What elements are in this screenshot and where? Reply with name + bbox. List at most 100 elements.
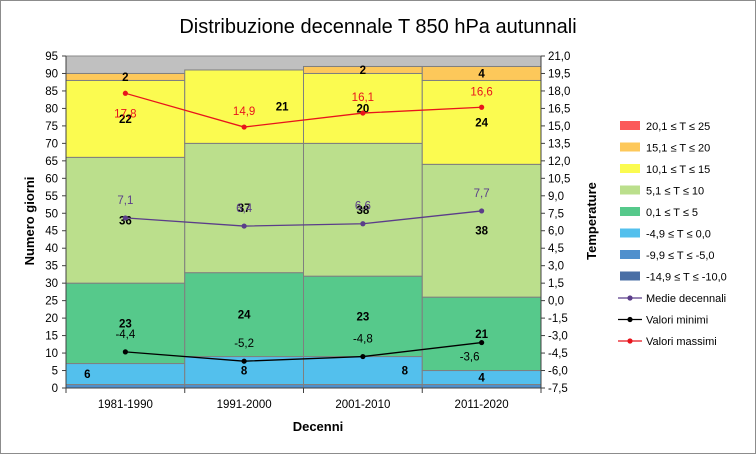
- series-data-label: 17,8: [114, 108, 136, 120]
- series-data-label: 6,4: [236, 203, 253, 215]
- y-tick-label: 70: [45, 138, 58, 150]
- legend-label: 0,1 ≤ T ≤ 5: [646, 207, 698, 219]
- y-tick-label: 75: [45, 121, 58, 133]
- bar-segment: [184, 142, 304, 274]
- series-point: [241, 124, 247, 130]
- y-tick-label: 30: [45, 278, 58, 290]
- legend-label: Valori massimi: [646, 336, 717, 348]
- bar-segment-label: 23: [119, 318, 132, 330]
- series-point: [241, 223, 247, 229]
- y2-axis-title: Temperature: [584, 182, 599, 260]
- bar-segment: [421, 79, 542, 165]
- bar-segment: [184, 272, 304, 358]
- x-tick-label: 2001-2010: [335, 399, 390, 411]
- x-tick-label: 1981-1990: [98, 399, 153, 411]
- series-point: [479, 208, 485, 214]
- y-tick-label: 80: [45, 103, 58, 115]
- series-line: [125, 341, 482, 362]
- y2-tick-label: 1,5: [548, 278, 564, 290]
- y-tick-label: 55: [45, 191, 58, 203]
- bar-segment-label: 23: [356, 311, 369, 323]
- series-data-label: 7,1: [117, 195, 133, 207]
- plot-layer: 0 5 10 15 20 25 30 35 40 45 50 55 60 65 70 75 80 85 90 95 -7…: [45, 51, 570, 411]
- bar-segment: [303, 356, 423, 386]
- series-line: [125, 92, 482, 128]
- series-data-label: 7,7: [474, 188, 490, 200]
- bar-segment-label: 24: [238, 310, 251, 322]
- bar-segment-label: 21: [475, 329, 488, 341]
- y-tick-label: 25: [45, 296, 58, 308]
- series-data-label: 14,9: [233, 106, 255, 118]
- bar-segment-label: 4: [478, 373, 485, 385]
- y-tick-label: 20: [45, 313, 58, 325]
- y2-tick-label: 3,0: [548, 261, 564, 273]
- series-point: [122, 90, 128, 96]
- legend-label: -14,9 ≤ T ≤ -10,0: [646, 272, 727, 284]
- bar-segment-label: 4: [478, 68, 485, 80]
- y-tick-label: 60: [45, 173, 58, 185]
- series-data-label: -4,8: [353, 334, 373, 346]
- y2-tick-label: 4,5: [548, 243, 564, 255]
- y-tick-label: 90: [45, 68, 58, 80]
- series-point: [479, 104, 485, 110]
- series-line: [125, 210, 482, 227]
- bar-segment-label: 38: [356, 205, 369, 217]
- y2-tick-label: 21,0: [548, 51, 570, 63]
- bar-segment-label: 24: [475, 117, 488, 129]
- legend-swatch: [620, 250, 640, 259]
- y2-tick-label: 7,5: [548, 208, 564, 220]
- y2-tick-label: 12,0: [548, 156, 570, 168]
- y-tick-label: 95: [45, 51, 58, 63]
- y-tick-label: 65: [45, 156, 58, 168]
- y-tick-label: 45: [45, 226, 58, 238]
- y2-tick-label: 16,5: [548, 103, 570, 115]
- bar-segment-label: 38: [475, 226, 488, 238]
- y2-tick-label: -3,0: [548, 331, 568, 343]
- legend-swatch: [620, 142, 640, 152]
- bar-segment: [184, 384, 304, 389]
- y-tick-label: 0: [52, 383, 58, 395]
- bar-segment-label: 6: [84, 369, 90, 381]
- series-point: [122, 349, 128, 355]
- bar-segment-label: 2: [122, 72, 128, 84]
- y-tick-label: 50: [45, 208, 58, 220]
- legend-label: -4,9 ≤ T ≤ 0,0: [646, 229, 711, 241]
- x-tick-label: 2011-2020: [455, 399, 509, 411]
- y2-tick-label: 19,5: [548, 68, 570, 80]
- y2-tick-label: -6,0: [548, 366, 568, 378]
- series-point: [241, 358, 247, 364]
- y2-tick-label: 6,0: [548, 226, 564, 238]
- y2-tick-label: 15,0: [548, 121, 570, 133]
- y2-tick-label: 10,5: [548, 173, 570, 185]
- series-point: [360, 110, 366, 116]
- bar-segment: [184, 69, 304, 144]
- y-tick-label: 10: [45, 348, 58, 360]
- legend-label: 20,1 ≤ T ≤ 25: [646, 121, 710, 133]
- series-data-label: 6,6: [355, 201, 371, 213]
- chart-title: Distribuzione decennale T 850 hPa autunn…: [179, 16, 576, 38]
- y2-tick-label: -7,5: [548, 383, 568, 395]
- bar-segment-label: 8: [402, 366, 409, 378]
- bar-segment-label: 22: [119, 114, 132, 126]
- y2-tick-label: 18,0: [548, 86, 570, 98]
- legend-label: Medie decennali: [646, 293, 726, 305]
- x-tick-label: 1991-2000: [217, 399, 272, 411]
- y-tick-label: 85: [45, 86, 58, 98]
- series-point: [479, 339, 485, 346]
- series-data-label: -4,4: [115, 329, 135, 341]
- legend-label: 10,1 ≤ T ≤ 15: [646, 164, 710, 176]
- y2-tick-label: -1,5: [548, 313, 568, 325]
- legend-label: 15,1 ≤ T ≤ 20: [646, 143, 710, 155]
- y2-tick-label: 13,5: [548, 138, 570, 150]
- legend-marker: [627, 316, 633, 323]
- x-axis-title: Decenni: [293, 419, 344, 434]
- series-point: [122, 215, 128, 221]
- bar-segment-label: 37: [238, 203, 251, 215]
- legend-label: 5,1 ≤ T ≤ 10: [646, 186, 704, 198]
- bar-segment-label: 21: [276, 102, 289, 114]
- series-data-label: 16,6: [470, 86, 492, 98]
- series-point: [360, 221, 366, 227]
- y-tick-label: 15: [45, 331, 58, 343]
